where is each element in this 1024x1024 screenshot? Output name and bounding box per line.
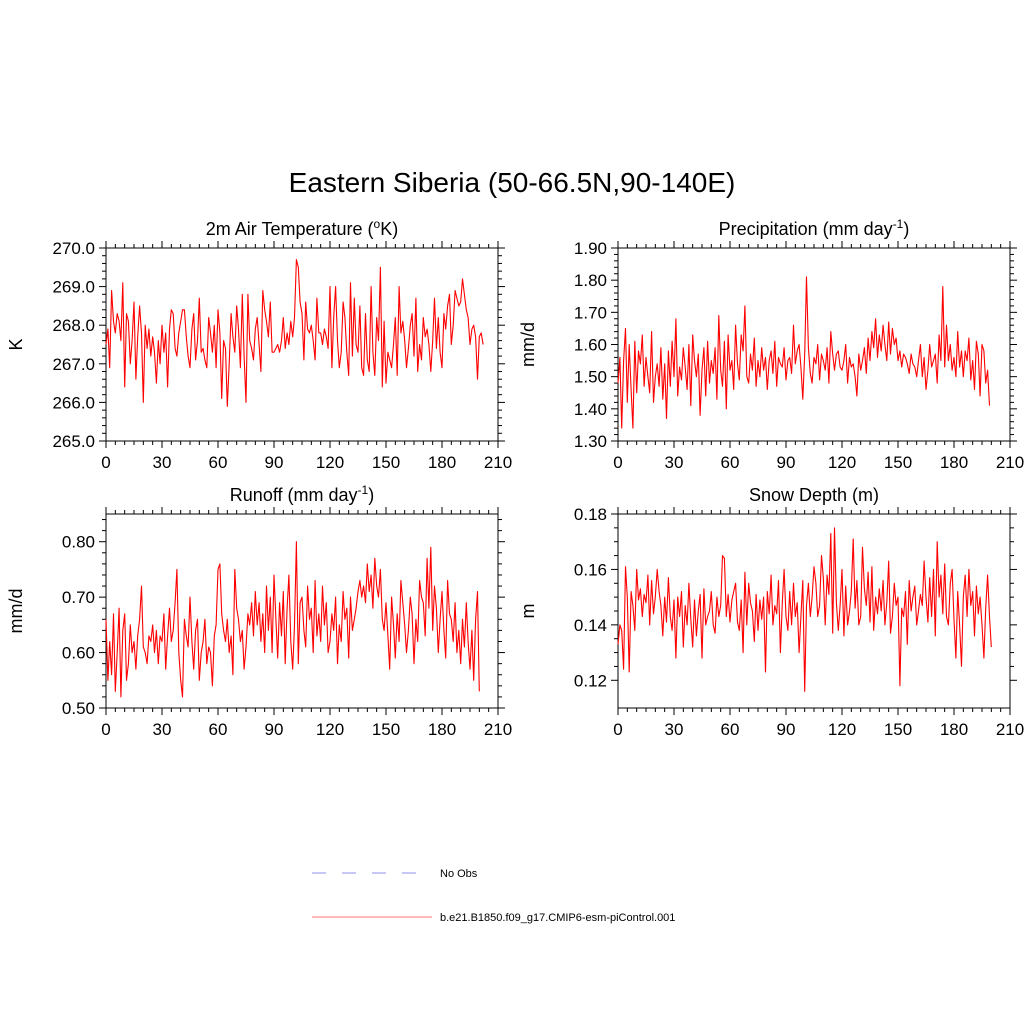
- x-tick-label: 60: [209, 453, 228, 472]
- x-tick-label: 90: [265, 720, 284, 739]
- x-tick-label: 180: [940, 453, 968, 472]
- x-tick-label: 0: [613, 453, 622, 472]
- x-tick-label: 180: [940, 720, 968, 739]
- y-tick-label: 268.0: [52, 316, 95, 335]
- panel-title-suffix: ): [903, 219, 909, 239]
- figure-title: Eastern Siberia (50-66.5N,90-140E): [289, 167, 736, 198]
- panel-title: 2m Air Temperature (oK): [206, 217, 398, 239]
- y-tick-label: 270.0: [52, 239, 95, 258]
- x-tick-label: 30: [665, 720, 684, 739]
- y-tick-label: 1.60: [574, 336, 607, 355]
- panel-title-superscript: -1: [358, 483, 369, 497]
- panel-title-superscript: -1: [893, 217, 904, 231]
- y-tick-label: 0.18: [574, 505, 607, 524]
- x-tick-label: 180: [428, 720, 456, 739]
- x-tick-label: 0: [101, 453, 110, 472]
- y-axis-label: mm/d: [518, 322, 538, 367]
- x-tick-label: 150: [372, 453, 400, 472]
- panel-title-superscript: o: [374, 217, 381, 231]
- panel-title-main: Snow Depth (m): [749, 485, 879, 505]
- plot-frame: [105, 513, 499, 709]
- x-tick-label: 0: [613, 720, 622, 739]
- x-tick-label: 150: [884, 453, 912, 472]
- y-tick-label: 267.0: [52, 355, 95, 374]
- x-tick-label: 210: [484, 720, 512, 739]
- x-tick-label: 90: [777, 453, 796, 472]
- y-tick-label: 269.0: [52, 278, 95, 297]
- panel-title: Precipitation (mm day-1): [719, 217, 910, 239]
- x-tick-label: 120: [828, 453, 856, 472]
- y-tick-label: 0.50: [62, 699, 95, 718]
- series-line: [105, 541, 480, 698]
- panel-precipitation: 0 30 60 90 120 150 180 210 1.30 1.40 1.50 1.60 1.70 1…: [518, 217, 1024, 472]
- panel-air-temperature: 0 30 60 90 120 150 180 210 265.0 266.0 267.0 268.0 2…: [6, 217, 512, 472]
- panel-title-suffix: K): [380, 219, 398, 239]
- x-tick-label: 210: [484, 453, 512, 472]
- x-tick-label: 60: [721, 720, 740, 739]
- panel-title: Snow Depth (m): [749, 485, 879, 505]
- legend-label-no-obs: No Obs: [440, 868, 478, 880]
- y-tick-label: 0.14: [574, 616, 607, 635]
- x-tick-label: 30: [665, 453, 684, 472]
- panel-runoff: 0 30 60 90 120 150 180 210 0.50 0.60 0.70 0.80 mm/d R…: [6, 483, 512, 739]
- panel-title-main: Precipitation (mm day: [719, 219, 893, 239]
- x-tick-label: 90: [265, 453, 284, 472]
- legend: No Obs b.e21.B1850.f09_g17.CMIP6-esm-piC…: [312, 868, 675, 924]
- series-line: [105, 259, 484, 407]
- panel-title: Runoff (mm day-1): [230, 483, 374, 505]
- x-tick-label: 210: [996, 453, 1024, 472]
- y-tick-label: 1.80: [574, 271, 607, 290]
- x-tick-label: 90: [777, 720, 796, 739]
- y-tick-label: 1.50: [574, 368, 607, 387]
- x-tick-label: 60: [721, 453, 740, 472]
- x-tick-label: 60: [209, 720, 228, 739]
- legend-label-model: b.e21.B1850.f09_g17.CMIP6-esm-piControl.…: [440, 912, 675, 924]
- series-line: [617, 527, 992, 692]
- y-tick-label: 1.40: [574, 400, 607, 419]
- y-tick-label: 1.70: [574, 303, 607, 322]
- x-tick-label: 180: [428, 453, 456, 472]
- panel-title-main: Runoff (mm day: [230, 485, 358, 505]
- x-tick-label: 30: [153, 720, 172, 739]
- x-tick-label: 150: [372, 720, 400, 739]
- x-tick-label: 210: [996, 720, 1024, 739]
- y-tick-label: 265.0: [52, 432, 95, 451]
- x-tick-label: 0: [101, 720, 110, 739]
- y-tick-label: 1.30: [574, 432, 607, 451]
- x-tick-label: 30: [153, 453, 172, 472]
- x-tick-label: 150: [884, 720, 912, 739]
- y-tick-label: 0.70: [62, 588, 95, 607]
- panel-title-suffix: ): [368, 485, 374, 505]
- panel-snow-depth: 0 30 60 90 120 150 180 210 0.12 0.14 0.16 0.18 m Snow…: [518, 485, 1024, 739]
- x-tick-label: 120: [316, 720, 344, 739]
- x-tick-label: 120: [316, 453, 344, 472]
- y-tick-label: 0.80: [62, 533, 95, 552]
- x-tick-label: 120: [828, 720, 856, 739]
- y-axis-label: mm/d: [6, 589, 26, 634]
- y-tick-label: 0.12: [574, 671, 607, 690]
- panel-title-main: 2m Air Temperature (: [206, 219, 374, 239]
- y-tick-label: 1.90: [574, 239, 607, 258]
- y-tick-label: 266.0: [52, 393, 95, 412]
- y-axis-label: m: [518, 604, 538, 619]
- y-tick-label: 0.16: [574, 560, 607, 579]
- y-tick-label: 0.60: [62, 644, 95, 663]
- y-axis-label: K: [6, 338, 26, 350]
- series-line: [617, 276, 991, 429]
